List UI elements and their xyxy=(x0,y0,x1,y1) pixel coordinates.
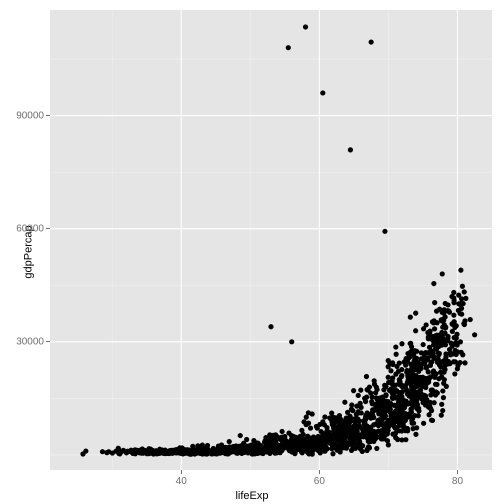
x-tick-label: 60 xyxy=(314,476,325,487)
x-tick-label: 40 xyxy=(176,476,187,487)
x-tick-mark xyxy=(181,470,182,474)
plot-panel xyxy=(50,10,492,470)
scatter-chart: gdpPercap lifeExp 406080300006000090000 xyxy=(0,0,504,504)
y-tick-label: 60000 xyxy=(6,223,44,234)
y-tick-mark xyxy=(46,228,50,229)
x-tick-mark xyxy=(319,470,320,474)
y-tick-mark xyxy=(46,341,50,342)
y-tick-mark xyxy=(46,115,50,116)
y-tick-label: 90000 xyxy=(6,110,44,121)
x-axis-label: lifeExp xyxy=(235,490,268,502)
y-tick-label: 30000 xyxy=(6,336,44,347)
x-tick-mark xyxy=(457,470,458,474)
x-tick-label: 80 xyxy=(452,476,463,487)
